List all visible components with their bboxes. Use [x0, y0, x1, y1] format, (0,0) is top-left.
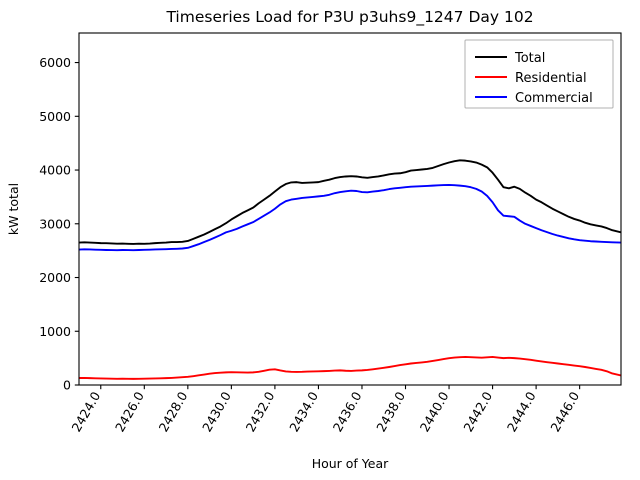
y-tick-label: 3000 — [39, 216, 71, 231]
chart-title: Timeseries Load for P3U p3uhs9_1247 Day … — [165, 8, 533, 27]
chart-legend: Total Residential Commercial — [464, 39, 614, 109]
plot-border — [78, 32, 622, 386]
y-axis-label: kW total — [6, 183, 21, 235]
y-tick-label: 4000 — [39, 163, 71, 178]
axes-spines — [78, 32, 622, 386]
y-axis-ticks: 0 1000 2000 3000 4000 5000 6000 — [39, 55, 79, 393]
y-tick-label: 5000 — [39, 109, 71, 124]
series-line-residential — [79, 356, 621, 380]
y-tick-label: 6000 — [39, 55, 71, 70]
legend-label-commercial: Commercial — [515, 91, 593, 106]
y-tick-label: 2000 — [39, 270, 71, 285]
y-tick-label: 1000 — [39, 324, 71, 339]
series-line-commercial — [79, 184, 621, 252]
x-axis-label: Hour of Year — [312, 456, 389, 471]
data-series-group — [79, 159, 621, 380]
series-line-total — [79, 159, 621, 245]
y-tick-label: 0 — [63, 378, 71, 393]
legend-label-total: Total — [514, 51, 545, 66]
legend-label-residential: Residential — [515, 71, 587, 86]
